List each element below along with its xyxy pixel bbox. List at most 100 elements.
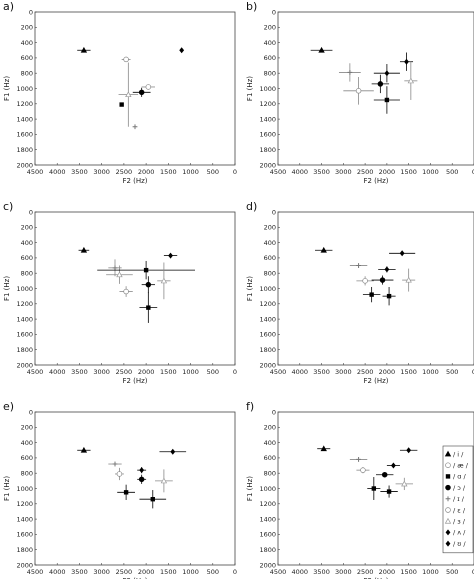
y-tick-label: 0	[272, 8, 276, 16]
y-tick-label: 800	[264, 270, 276, 278]
y-tick-label: 400	[264, 39, 276, 47]
x-axis-label: F2 (Hz)	[122, 377, 147, 385]
data-point	[112, 461, 118, 467]
legend-label: / ɔ /	[453, 484, 466, 492]
data-point	[405, 276, 412, 283]
y-tick-label: 0	[29, 208, 33, 216]
x-tick-label: 2000	[379, 168, 396, 176]
y-tick-label: 1600	[259, 531, 276, 539]
y-tick-label: 1200	[16, 500, 33, 508]
y-tick-label: 200	[264, 24, 276, 32]
legend-label: / ʌ /	[453, 529, 466, 537]
x-tick-label: 3500	[71, 368, 88, 376]
data-point	[116, 271, 123, 278]
legend-marker	[445, 474, 451, 479]
y-tick-label: 1200	[259, 300, 276, 308]
data-point	[377, 81, 384, 87]
y-tick-label: 2000	[16, 361, 33, 369]
panel-label: b)	[246, 0, 257, 13]
x-tick-label: 4000	[292, 368, 309, 376]
x-tick-label: 1000	[182, 568, 199, 576]
data-point	[123, 56, 129, 63]
data-point	[371, 486, 377, 491]
legend-label: / æ /	[453, 462, 469, 470]
data-point	[384, 97, 390, 103]
x-tick-label: 4000	[292, 568, 309, 576]
x-tick-label: 500	[446, 168, 458, 176]
panel-6: f) 4500 4000 3500 3000 2500 2000 1500 1000 500 0 0 2…	[246, 400, 474, 579]
y-tick-label: 0	[29, 8, 33, 16]
x-tick-label: 500	[446, 368, 458, 376]
x-tick-label: 1000	[422, 368, 439, 376]
y-tick-label: 800	[264, 70, 276, 78]
data-point	[384, 266, 390, 273]
y-tick-label: 0	[29, 408, 33, 416]
data-point	[386, 293, 392, 299]
y-tick-label: 1600	[259, 331, 276, 339]
data-point	[360, 467, 366, 473]
y-axis-label: F1 (Hz)	[246, 476, 254, 501]
data-point	[356, 457, 361, 462]
x-tick-label: 3000	[335, 168, 352, 176]
y-tick-label: 600	[264, 254, 276, 262]
y-tick-label: 800	[21, 270, 33, 278]
y-tick-label: 400	[264, 439, 276, 447]
x-tick-label: 500	[207, 368, 219, 376]
plot-frame	[277, 11, 474, 166]
data-point	[179, 47, 185, 54]
x-tick-label: 1000	[182, 368, 199, 376]
y-tick-label: 1600	[16, 531, 33, 539]
x-tick-label: 2000	[379, 368, 396, 376]
y-tick-label: 400	[21, 439, 33, 447]
data-point	[406, 447, 412, 454]
x-tick-label: 1500	[400, 368, 417, 376]
data-point	[80, 46, 88, 53]
y-tick-label: 1000	[259, 85, 276, 93]
x-tick-label: 2000	[138, 168, 155, 176]
panel-label: a)	[3, 0, 14, 13]
data-point	[170, 448, 176, 455]
y-tick-label: 1800	[16, 546, 33, 554]
y-tick-label: 1400	[16, 515, 33, 523]
plot-frame	[277, 211, 474, 366]
y-tick-label: 1400	[259, 115, 276, 123]
y-tick-label: 1800	[259, 346, 276, 354]
panel-label: e)	[3, 400, 14, 413]
data-point	[143, 267, 149, 273]
panel-2: b) 4500 4000 3500 3000 2500 2000 1500 1000 500 0 0 2…	[246, 0, 474, 185]
panel-label: f)	[246, 400, 254, 413]
data-point	[407, 77, 415, 84]
y-tick-label: 200	[21, 224, 33, 232]
y-tick-label: 2000	[259, 561, 276, 569]
x-axis-label: F2 (Hz)	[363, 177, 388, 185]
y-tick-label: 1200	[259, 100, 276, 108]
data-point	[150, 497, 155, 502]
x-tick-label: 4500	[270, 368, 287, 376]
data-point	[119, 102, 124, 107]
data-point	[123, 288, 129, 295]
y-tick-label: 200	[21, 424, 33, 432]
y-tick-label: 600	[21, 254, 33, 262]
data-point	[160, 477, 168, 484]
y-axis-label: F1 (Hz)	[246, 76, 254, 101]
x-tick-label: 4500	[27, 168, 44, 176]
data-point	[146, 305, 151, 310]
data-point	[160, 277, 168, 284]
x-tick-label: 1500	[160, 568, 177, 576]
legend-marker	[445, 507, 451, 513]
data-point	[384, 70, 390, 77]
data-point	[168, 252, 173, 259]
y-tick-label: 2000	[259, 361, 276, 369]
y-tick-label: 600	[264, 54, 276, 62]
x-tick-label: 2500	[116, 568, 133, 576]
panel-1: a) 4500 4000 3500 3000 2500 2000 1500 1000 500 0 0 2…	[3, 0, 237, 185]
y-tick-label: 1600	[259, 131, 276, 139]
x-tick-label: 4000	[49, 168, 66, 176]
data-point	[356, 263, 361, 268]
x-tick-label: 3500	[313, 568, 330, 576]
x-tick-label: 1500	[160, 168, 177, 176]
x-tick-label: 4500	[270, 168, 287, 176]
panel-4: d) 4500 4000 3500 3000 2500 2000 1500 1000 500 0 0 2…	[246, 200, 474, 385]
legend-label: / ʊ /	[453, 540, 466, 548]
x-tick-label: 2500	[357, 168, 374, 176]
